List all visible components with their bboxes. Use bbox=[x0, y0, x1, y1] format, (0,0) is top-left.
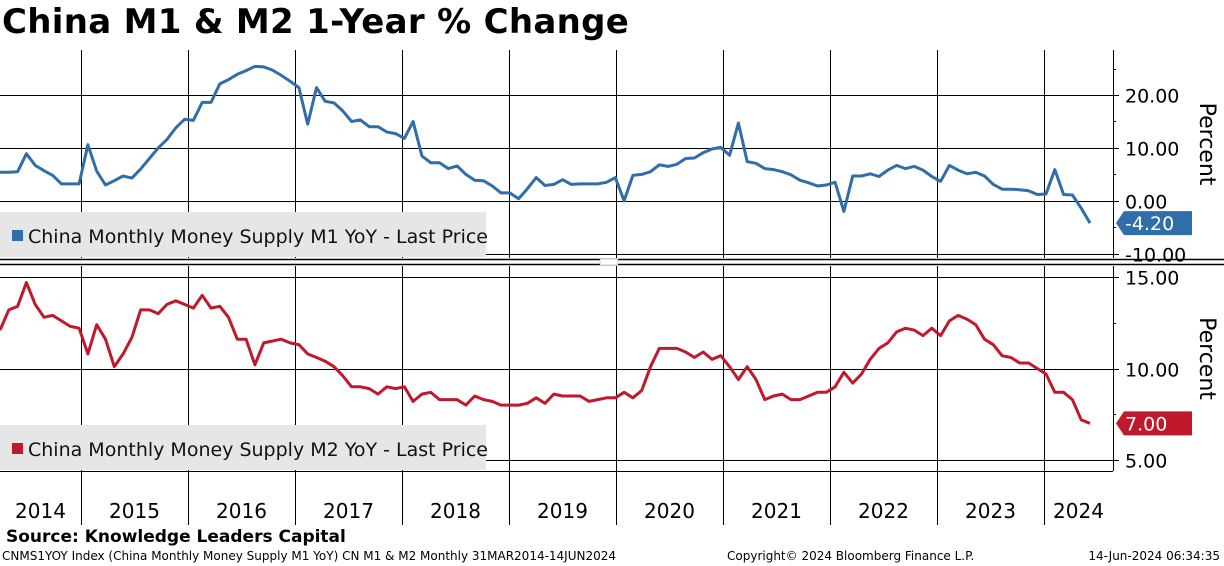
legend-swatch bbox=[12, 443, 23, 454]
x-tick-label: 2020 bbox=[644, 499, 695, 523]
last-price-label: 7.00 bbox=[1125, 413, 1167, 435]
y-tick-label: -10.00 bbox=[1125, 245, 1186, 267]
x-tick-label: 2022 bbox=[858, 499, 909, 523]
x-tick-label: 2021 bbox=[751, 499, 802, 523]
legend-label: China Monthly Money Supply M1 YoY - Last… bbox=[28, 226, 488, 248]
last-price-label: -4.20 bbox=[1125, 213, 1174, 235]
footer-timestamp: 14-Jun-2024 06:34:35 bbox=[1088, 549, 1220, 563]
x-tick-label: 2018 bbox=[430, 499, 481, 523]
chart-title: China M1 & M2 1-Year % Change bbox=[2, 2, 630, 42]
footer-ticker-info: CNMS1YOY Index (China Monthly Money Supp… bbox=[2, 549, 617, 563]
x-tick-label: 2023 bbox=[965, 499, 1016, 523]
y-tick-label: 20.00 bbox=[1125, 86, 1179, 108]
m1-series-line[interactable] bbox=[0, 64, 1092, 224]
x-tick-label: 2016 bbox=[216, 499, 267, 523]
x-tick-label: 2017 bbox=[323, 499, 374, 523]
x-tick-label: 2024 bbox=[1053, 499, 1104, 523]
x-tick-label: 2014 bbox=[15, 499, 66, 523]
footer-copyright: Copyright© 2024 Bloomberg Finance L.P. bbox=[727, 549, 975, 563]
last-price-tag bbox=[1116, 411, 1192, 436]
panel-resize-handle[interactable] bbox=[599, 258, 619, 266]
y-tick-label: 10.00 bbox=[1125, 360, 1179, 382]
x-tick-label: 2015 bbox=[109, 499, 160, 523]
legend-box bbox=[0, 425, 486, 470]
m2-series-line[interactable] bbox=[0, 281, 1091, 425]
y-axis-title: Percent bbox=[1194, 103, 1219, 186]
legend-swatch bbox=[12, 230, 23, 241]
y-tick-label: 10.00 bbox=[1125, 139, 1179, 161]
legend-box bbox=[0, 212, 486, 257]
y-tick-label: 0.00 bbox=[1125, 192, 1167, 214]
last-price-tag bbox=[1116, 211, 1192, 236]
source-note: Source: Knowledge Leaders Capital bbox=[6, 527, 346, 547]
x-tick-label: 2019 bbox=[537, 499, 588, 523]
legend-label: China Monthly Money Supply M2 YoY - Last… bbox=[28, 439, 488, 461]
y-axis-title: Percent bbox=[1194, 317, 1219, 400]
y-tick-label: 5.00 bbox=[1125, 451, 1167, 473]
y-tick-label: 15.00 bbox=[1125, 268, 1179, 290]
